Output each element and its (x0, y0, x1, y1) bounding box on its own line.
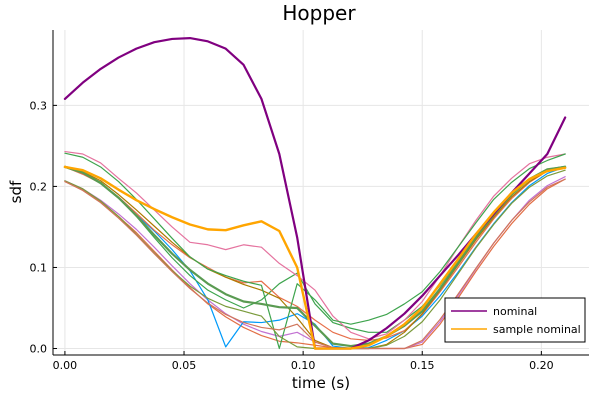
series-line-trajectory-7 (64, 150, 566, 340)
series-layer (63, 36, 567, 350)
chart-title: Hopper (282, 1, 356, 25)
y-ticks: 0.0 0.1 0.2 0.3 (30, 99, 57, 356)
x-tick-label: 0.15 (410, 359, 435, 372)
legend-label-nominal: nominal (493, 305, 537, 318)
x-tick-label: 0.10 (291, 359, 316, 372)
axes (52, 30, 589, 356)
x-tick-label: 0.05 (172, 359, 197, 372)
y-tick-label: 0.1 (30, 261, 48, 274)
series-line-trajectory-6 (64, 165, 566, 350)
series-line-sample-nominal (63, 165, 567, 350)
x-tick-label: 0.00 (53, 359, 78, 372)
legend-label-sample-nominal: sample nominal (493, 323, 581, 336)
x-ticks: 0.00 0.05 0.10 0.15 0.20 (53, 351, 554, 372)
y-tick-label: 0.3 (30, 99, 48, 112)
x-axis-label: time (s) (292, 374, 350, 392)
y-axis-label: sdf (7, 180, 25, 203)
y-tick-label: 0.2 (30, 180, 48, 193)
y-tick-label: 0.0 (30, 343, 48, 356)
series-line-trajectory-5 (64, 166, 566, 342)
legend: nominal sample nominal (444, 297, 586, 343)
legend-box (444, 297, 586, 343)
series-line-trajectory-11 (63, 165, 567, 348)
series-line-trajectory-8 (64, 152, 566, 350)
x-tick-label: 0.20 (529, 359, 554, 372)
